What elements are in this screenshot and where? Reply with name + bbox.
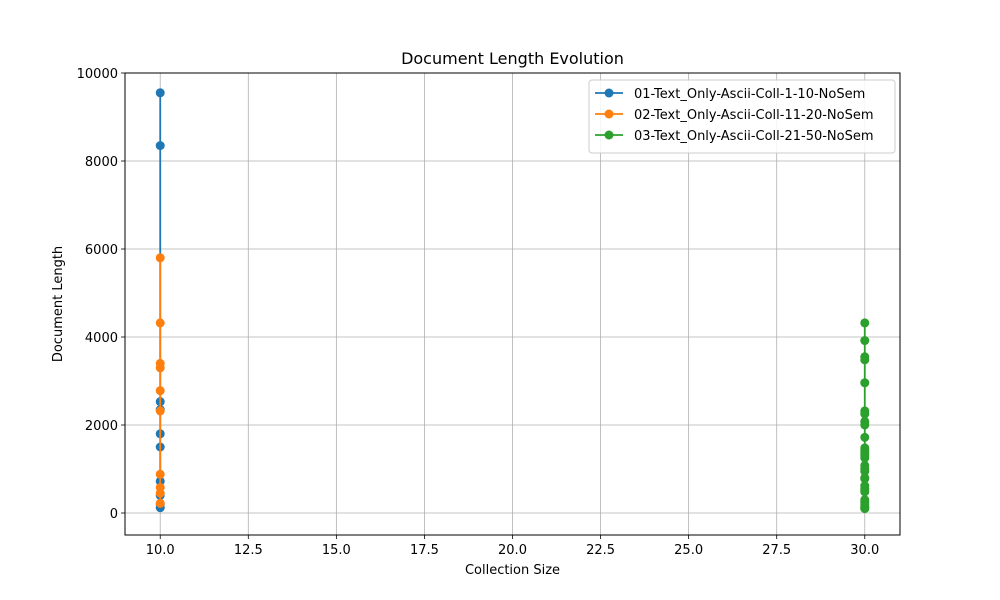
chart-title: Document Length Evolution [401, 49, 624, 68]
data-point [155, 386, 165, 396]
x-tick-label: 27.5 [762, 543, 791, 558]
data-point [860, 504, 870, 514]
data-point [155, 488, 165, 498]
data-point [860, 432, 870, 442]
data-point [155, 88, 165, 98]
data-point [860, 355, 870, 365]
legend-marker [604, 109, 614, 119]
data-point [155, 363, 165, 373]
data-point [860, 474, 870, 484]
data-point [860, 466, 870, 476]
data-point [155, 406, 165, 416]
series-2 [155, 253, 165, 508]
data-point [860, 409, 870, 419]
y-axis: 0 2000 4000 6000 8000 10000 [77, 67, 125, 522]
y-tick-label: 0 [110, 507, 118, 522]
data-point [155, 498, 165, 508]
data-point [860, 336, 870, 346]
legend-entry: 03-Text_Only-Ascii-Coll-21-50-NoSem [595, 129, 874, 144]
y-axis-label: Document Length [51, 246, 66, 362]
legend-entry: 01-Text_Only-Ascii-Coll-1-10-NoSem [595, 87, 865, 102]
x-tick-label: 20.0 [498, 543, 527, 558]
y-tick-label: 6000 [85, 243, 118, 258]
series-layer [155, 88, 870, 514]
y-tick-label: 8000 [85, 155, 118, 170]
y-tick-label: 4000 [85, 331, 118, 346]
x-tick-label: 30.0 [850, 543, 879, 558]
data-point [155, 141, 165, 151]
data-point [155, 318, 165, 328]
legend-label: 01-Text_Only-Ascii-Coll-1-10-NoSem [634, 87, 865, 102]
data-point [860, 487, 870, 497]
data-point [860, 453, 870, 463]
legend: 01-Text_Only-Ascii-Coll-1-10-NoSem 02-Tex… [588, 79, 896, 154]
data-point [860, 420, 870, 430]
data-point [860, 318, 870, 328]
legend-label: 03-Text_Only-Ascii-Coll-21-50-NoSem [634, 129, 874, 144]
legend-label: 02-Text_Only-Ascii-Coll-11-20-NoSem [634, 108, 874, 123]
x-tick-label: 17.5 [410, 543, 439, 558]
x-tick-label: 22.5 [586, 543, 615, 558]
x-tick-label: 10.0 [146, 543, 175, 558]
x-axis-label: Collection Size [465, 563, 560, 578]
legend-box [588, 79, 896, 154]
data-point [860, 378, 870, 388]
y-tick-label: 2000 [85, 419, 118, 434]
series-3 [860, 318, 870, 514]
x-tick-label: 15.0 [322, 543, 351, 558]
data-point [155, 253, 165, 263]
legend-marker [604, 88, 614, 98]
legend-entry: 02-Text_Only-Ascii-Coll-11-20-NoSem [595, 108, 874, 123]
y-tick-label: 10000 [77, 67, 118, 82]
x-tick-label: 12.5 [234, 543, 263, 558]
x-tick-label: 25.0 [674, 543, 703, 558]
legend-marker [604, 130, 614, 140]
data-point [155, 469, 165, 479]
x-axis: 10.0 12.5 15.0 17.5 20.0 22.5 25.0 27.5 30.0 [146, 535, 879, 558]
